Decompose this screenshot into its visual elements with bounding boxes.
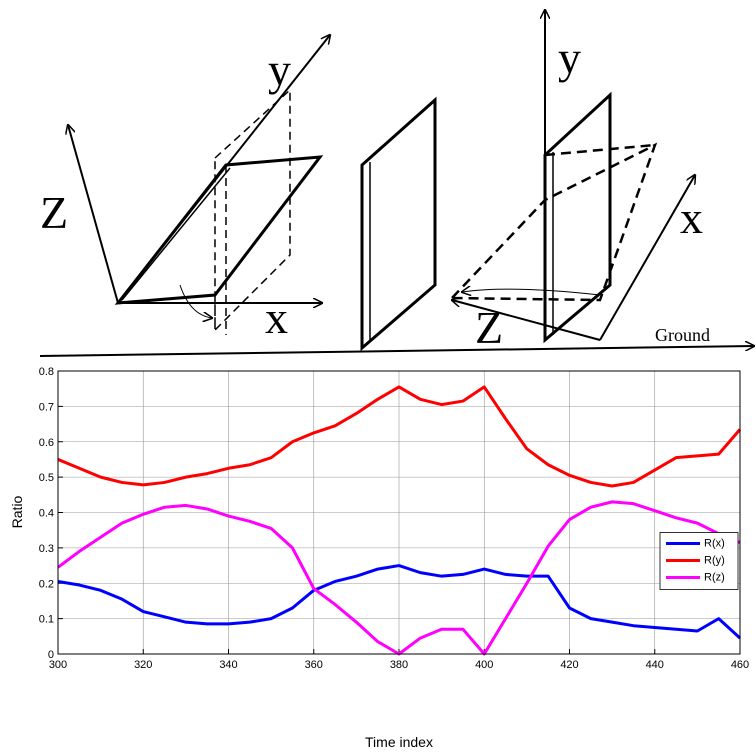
y-tick-label: 0.2 bbox=[39, 578, 54, 590]
x-tick-label: 320 bbox=[134, 659, 152, 671]
y-tick-label: 0.1 bbox=[39, 614, 54, 626]
y-tick-label: 0.8 bbox=[39, 366, 54, 378]
plate bbox=[114, 155, 324, 305]
diagram-label: x bbox=[680, 192, 703, 243]
x-tick-label: 360 bbox=[305, 659, 323, 671]
y-axis-label: Ratio bbox=[9, 495, 25, 528]
y-tick-label: 0.4 bbox=[39, 508, 54, 520]
x-tick-label: 440 bbox=[646, 659, 664, 671]
x-tick-label: 420 bbox=[560, 659, 578, 671]
axis-arrow bbox=[599, 175, 695, 341]
plot-frame bbox=[57, 370, 741, 655]
axis-arrow bbox=[452, 300, 601, 341]
data-line bbox=[57, 564, 742, 640]
diagram-label: Z bbox=[475, 302, 503, 353]
axis-arrow bbox=[68, 125, 119, 304]
y-tick-label: 0.5 bbox=[39, 472, 54, 484]
diagram-label: y bbox=[268, 44, 291, 95]
x-tick-label: 300 bbox=[49, 659, 67, 671]
x-tick-label: 340 bbox=[219, 659, 237, 671]
dashed-plate bbox=[214, 88, 291, 335]
legend-label: R(y) bbox=[704, 554, 725, 566]
y-tick-label: 0.6 bbox=[39, 437, 54, 449]
diagram-label: Ground bbox=[655, 325, 710, 345]
data-line bbox=[57, 385, 742, 488]
diagram-label: Z bbox=[40, 187, 68, 238]
x-tick-label: 380 bbox=[390, 659, 408, 671]
diagram-label: y bbox=[558, 32, 581, 83]
rotation-arrow bbox=[179, 284, 212, 318]
x-axis-label: Time index bbox=[365, 734, 433, 750]
y-tick-label: 0.3 bbox=[39, 543, 54, 555]
diagram bbox=[39, 10, 754, 357]
plate bbox=[543, 91, 612, 344]
y-tick-label: 0.7 bbox=[39, 401, 54, 413]
ground-line bbox=[39, 346, 754, 357]
x-tick-label: 400 bbox=[475, 659, 493, 671]
legend-label: R(x) bbox=[704, 537, 725, 549]
plate bbox=[360, 96, 437, 352]
plate-edge bbox=[121, 167, 231, 301]
legend-label: R(z) bbox=[704, 571, 725, 583]
y-tick-label: 0 bbox=[48, 649, 54, 661]
rotation-arrow bbox=[462, 289, 601, 295]
x-tick-label: 460 bbox=[731, 659, 749, 671]
diagram-label: x bbox=[265, 292, 288, 343]
dashed-plate bbox=[449, 142, 658, 302]
legend: R(x) R(y) R(z) bbox=[659, 532, 739, 590]
